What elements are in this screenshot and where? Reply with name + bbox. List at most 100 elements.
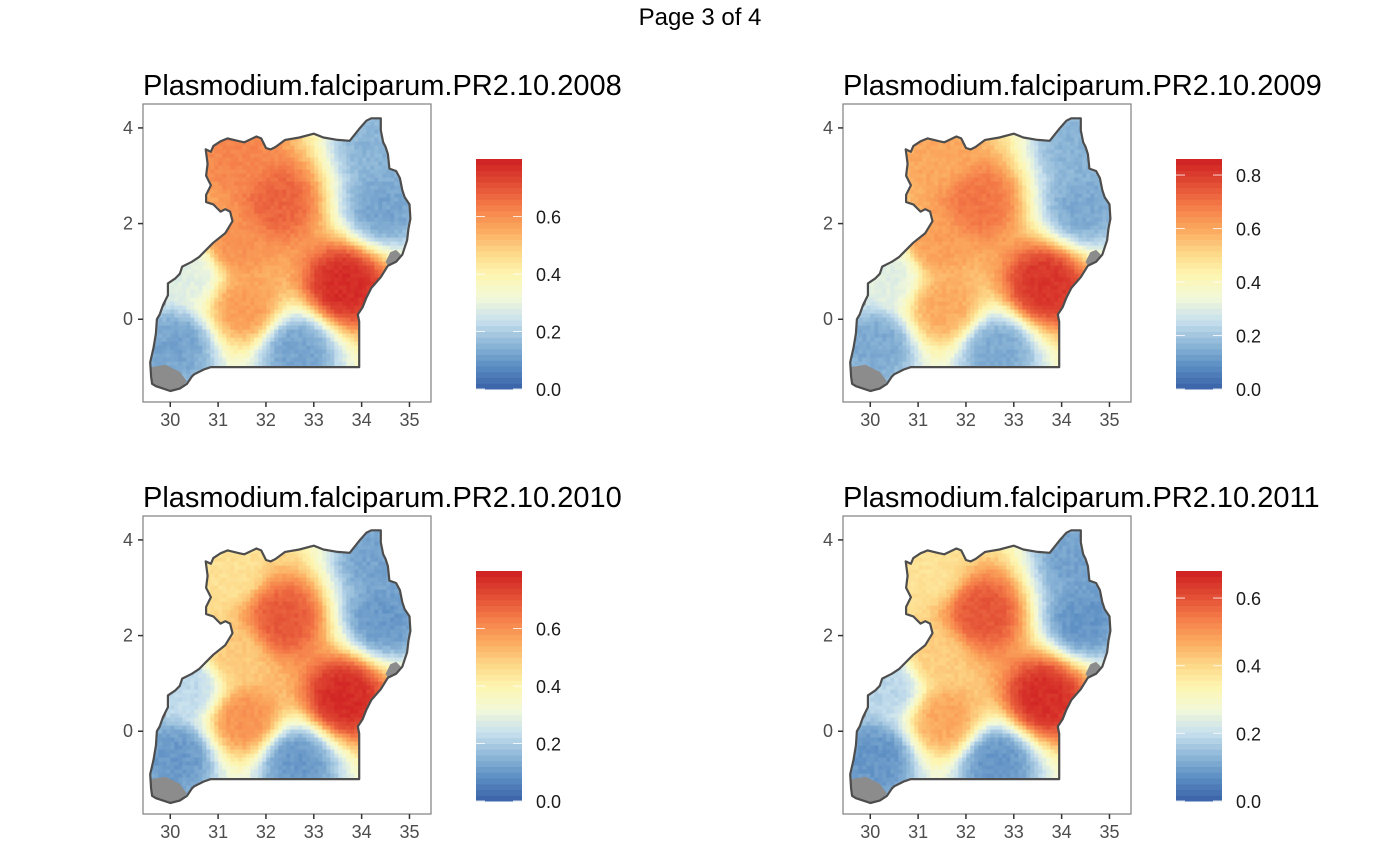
raster-cell bbox=[202, 297, 207, 303]
raster-cell bbox=[330, 149, 335, 155]
raster-cell bbox=[242, 309, 247, 315]
raster-cell bbox=[194, 341, 199, 347]
raster-cell bbox=[366, 205, 371, 211]
raster-cell bbox=[262, 301, 267, 307]
raster-cell bbox=[302, 233, 307, 239]
raster-cell bbox=[382, 205, 387, 211]
raster-cell bbox=[326, 149, 331, 155]
raster-cell bbox=[394, 245, 399, 251]
raster-cell bbox=[366, 269, 371, 275]
raster-cell bbox=[290, 337, 295, 343]
raster-cell bbox=[238, 297, 243, 303]
raster-cell bbox=[294, 237, 299, 243]
raster-cell bbox=[346, 333, 351, 339]
raster-cell bbox=[310, 185, 315, 191]
raster-cell bbox=[178, 357, 183, 363]
raster-cell bbox=[282, 209, 287, 215]
raster-cell bbox=[290, 341, 295, 347]
raster-cell bbox=[382, 181, 387, 187]
raster-cell bbox=[350, 149, 355, 155]
raster-cell bbox=[230, 273, 235, 279]
raster-cell bbox=[278, 257, 283, 263]
raster-cell bbox=[378, 197, 383, 203]
raster-cell bbox=[358, 137, 363, 143]
raster-cell bbox=[230, 197, 235, 203]
raster-cell bbox=[206, 309, 211, 315]
raster-cell bbox=[246, 293, 251, 299]
raster-cell bbox=[358, 177, 363, 183]
raster-cell bbox=[274, 169, 279, 175]
raster-cell bbox=[194, 317, 199, 323]
raster-cell bbox=[198, 357, 203, 363]
raster-cell bbox=[206, 289, 211, 295]
raster-cell bbox=[242, 237, 247, 243]
raster-cell bbox=[374, 157, 379, 163]
raster-cell bbox=[222, 233, 227, 239]
raster-cell bbox=[338, 221, 343, 227]
raster-cell bbox=[322, 257, 327, 263]
raster-cell bbox=[262, 245, 267, 251]
raster-cell bbox=[330, 261, 335, 267]
raster-cell bbox=[390, 177, 395, 183]
raster-cell bbox=[170, 289, 175, 295]
raster-cell bbox=[366, 217, 371, 223]
raster-cell bbox=[378, 249, 383, 255]
raster-cell bbox=[278, 217, 283, 223]
raster-cell bbox=[242, 149, 247, 155]
na-area bbox=[151, 364, 187, 391]
legend-bin bbox=[476, 245, 522, 252]
raster-cell bbox=[270, 249, 275, 255]
raster-cell bbox=[298, 177, 303, 183]
raster-cell bbox=[286, 237, 291, 243]
raster-cell bbox=[162, 321, 167, 327]
raster-cell bbox=[210, 321, 215, 327]
raster-cell bbox=[282, 325, 287, 331]
raster-cell bbox=[286, 305, 291, 311]
raster-cell bbox=[218, 353, 223, 359]
raster-cell bbox=[302, 237, 307, 243]
raster-cell bbox=[318, 153, 323, 159]
raster-cell bbox=[170, 345, 175, 351]
raster-cell bbox=[234, 357, 239, 363]
raster-cell bbox=[254, 277, 259, 283]
raster-cell bbox=[230, 285, 235, 291]
raster-cell bbox=[354, 297, 359, 303]
raster-cell bbox=[342, 273, 347, 279]
raster-cell bbox=[290, 221, 295, 227]
raster-cell bbox=[358, 257, 363, 263]
raster-cell bbox=[174, 281, 179, 287]
raster-cell bbox=[334, 317, 339, 323]
raster-cell bbox=[350, 293, 355, 299]
raster-cell bbox=[358, 289, 363, 295]
raster-cell bbox=[346, 233, 351, 239]
legend-bin bbox=[476, 205, 522, 212]
raster-cell bbox=[250, 197, 255, 203]
raster-cell bbox=[222, 249, 227, 255]
raster-cell bbox=[330, 289, 335, 295]
raster-cell bbox=[314, 185, 319, 191]
raster-cell bbox=[322, 193, 327, 199]
raster-cell bbox=[338, 197, 343, 203]
raster-cell bbox=[214, 145, 219, 151]
raster-cell bbox=[250, 241, 255, 247]
raster-cell bbox=[326, 361, 331, 367]
raster-cell bbox=[158, 361, 163, 367]
raster-cell bbox=[314, 353, 319, 359]
raster-cell bbox=[310, 329, 315, 335]
raster-cell bbox=[302, 309, 307, 315]
raster-cell bbox=[290, 213, 295, 219]
raster-cell bbox=[374, 149, 379, 155]
raster-cell bbox=[282, 257, 287, 263]
raster-cell bbox=[270, 349, 275, 355]
raster-cell bbox=[282, 241, 287, 247]
raster-cell bbox=[302, 169, 307, 175]
raster-cell bbox=[286, 197, 291, 203]
raster-cell bbox=[374, 237, 379, 243]
raster-cell bbox=[218, 325, 223, 331]
raster-cell bbox=[266, 165, 271, 171]
raster-cell bbox=[202, 353, 207, 359]
raster-cell bbox=[346, 145, 351, 151]
raster-cell bbox=[322, 309, 327, 315]
raster-cell bbox=[318, 221, 323, 227]
raster-cell bbox=[214, 281, 219, 287]
